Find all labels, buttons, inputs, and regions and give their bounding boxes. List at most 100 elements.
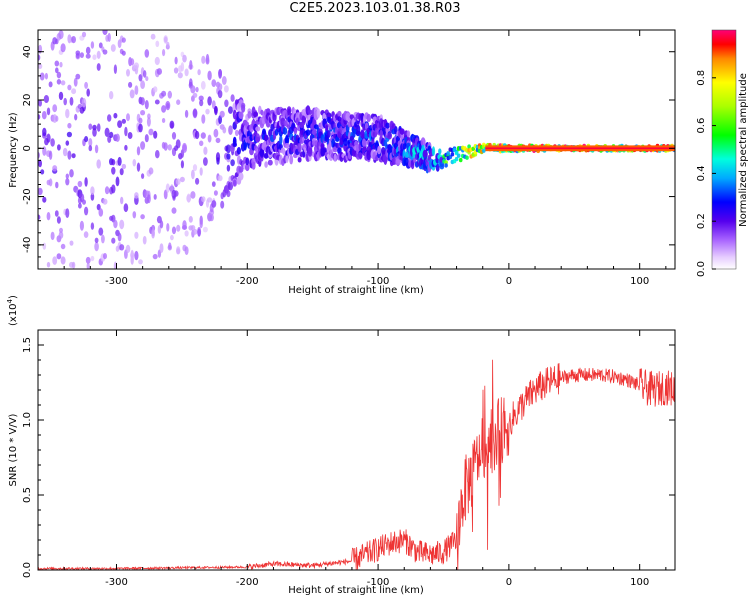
spectrogram-cell xyxy=(117,232,122,242)
spectrogram-cell xyxy=(267,159,273,166)
spectrogram-cell xyxy=(234,129,239,137)
colorbar: 0.0 0.2 0.4 0.6 0.8 Normalized spectral ampl… xyxy=(696,29,749,277)
spectrogram-cell xyxy=(69,240,74,246)
x-tick-label: -300 xyxy=(105,276,128,287)
spectrogram-cell xyxy=(247,111,252,119)
spectrogram-cell xyxy=(156,68,162,75)
spectrogram-cell xyxy=(44,72,49,80)
spectrogram-cell xyxy=(177,72,183,79)
spectrogram-cell xyxy=(173,190,179,197)
snr-panel: -300 -200 -100 0 100 0.0 0.5 1.0 1.5 Height of … xyxy=(6,295,676,596)
x-tick-label: -200 xyxy=(236,276,259,287)
spectrogram-cell xyxy=(96,50,101,60)
spectrogram-cell xyxy=(65,208,70,219)
spectrogram-cell xyxy=(161,118,166,123)
spectrogram-cell xyxy=(111,237,116,244)
spectrogram-cell xyxy=(38,114,41,120)
spectrogram-cell xyxy=(58,30,64,40)
spectrogram-cell xyxy=(192,164,198,172)
spectrogram-cell xyxy=(444,163,448,168)
spectrogram-cell xyxy=(140,141,146,150)
spectrogram-cell xyxy=(224,99,229,108)
spectrogram-cell xyxy=(264,161,268,168)
spectrogram-cell xyxy=(182,142,187,151)
spectrogram-cell xyxy=(148,128,154,136)
spectrogram-cell xyxy=(431,146,436,157)
spectrogram-cell xyxy=(111,166,116,175)
spectrogram-cell xyxy=(56,71,62,79)
spectrogram-cell xyxy=(422,149,428,158)
spectrogram-cell xyxy=(43,95,50,103)
spectrogram-cell xyxy=(305,129,311,136)
spectrogram-cell xyxy=(166,41,170,48)
spectrogram-cell xyxy=(173,67,179,74)
spectrogram-cell xyxy=(67,84,72,91)
spectrogram-cell xyxy=(62,147,68,157)
spectrogram-cell xyxy=(167,244,172,251)
spectrogram-cell xyxy=(379,129,384,138)
spectrogram-cell xyxy=(52,256,58,265)
spectrogram-cell xyxy=(297,142,302,153)
spectrogram-cell xyxy=(159,243,164,254)
spectrogram-cell xyxy=(335,136,340,142)
spectrogram-cell xyxy=(214,106,218,116)
spectrogram-cell xyxy=(56,79,62,85)
y-tick-label: 1.5 xyxy=(22,337,33,353)
spectrogram-cell xyxy=(85,256,91,264)
spectrogram-cell xyxy=(124,126,128,137)
spectrogram-cell xyxy=(141,173,145,179)
spectrogram-cell xyxy=(167,90,172,99)
spectrogram-cell xyxy=(109,91,114,100)
spectrogram-cell xyxy=(438,148,442,155)
spectrogram-cell xyxy=(121,50,126,56)
spectrogram-cell xyxy=(54,60,60,67)
spectrogram-cell xyxy=(86,262,90,269)
spectrogram-cell xyxy=(385,122,390,129)
spectrogram-cell xyxy=(138,74,143,82)
spectrogram-cell xyxy=(189,78,193,87)
spectrogram-cell xyxy=(211,200,217,208)
spectrogram-cell xyxy=(138,123,143,133)
spectrogram-cell xyxy=(293,127,298,135)
spectrogram-cell xyxy=(169,120,175,129)
spectrogram-cell xyxy=(218,69,223,77)
spectrogram-cell xyxy=(79,220,84,231)
spectrogram-cell xyxy=(195,86,199,93)
spectrogram-cell xyxy=(176,99,181,105)
spectrogram-cell xyxy=(42,127,47,137)
spectrogram-cell xyxy=(176,224,181,232)
spectrogram-cell xyxy=(221,76,227,85)
spectrogram-cell xyxy=(140,97,145,106)
spectrogram-cell xyxy=(46,133,51,143)
spectrogram-cell xyxy=(201,114,206,124)
spectrogram-cell xyxy=(55,67,59,74)
spectrogram-cell xyxy=(90,222,95,230)
spectrogram-cell xyxy=(153,130,158,139)
spectrogram-cell xyxy=(142,235,147,245)
spectrogram-cell xyxy=(284,142,290,149)
spectrogram-cell xyxy=(186,194,192,203)
spectrogram-cell xyxy=(228,106,233,114)
colorbar-tick-label: 0.2 xyxy=(696,213,707,229)
spectrogram-cell xyxy=(279,134,283,145)
spectrogram-cell xyxy=(151,229,155,239)
spectrogram-cell xyxy=(110,44,116,52)
spectrogram-cell xyxy=(163,142,168,151)
spectrogram-cell xyxy=(85,46,91,55)
spectrogram-cell xyxy=(264,134,268,142)
spectrogram-cell xyxy=(38,63,43,69)
spectrogram-cell xyxy=(104,186,110,195)
spectrogram-cell xyxy=(65,178,70,186)
spectrogram-cell xyxy=(200,80,206,90)
spectrogram-cell xyxy=(56,253,62,260)
x-tick-label: -100 xyxy=(367,577,390,588)
spectrogram-cell xyxy=(134,85,139,95)
spectrogram-cell xyxy=(400,128,404,135)
spectrogram-cell xyxy=(307,147,313,157)
spectrogram-cell xyxy=(192,228,198,235)
spectrogram-cell xyxy=(38,54,41,61)
spectrogram-cell xyxy=(241,104,246,113)
spectrogram-cell xyxy=(128,81,133,88)
spectrogram-cell xyxy=(327,130,331,138)
spectrogram-cell xyxy=(119,219,125,230)
